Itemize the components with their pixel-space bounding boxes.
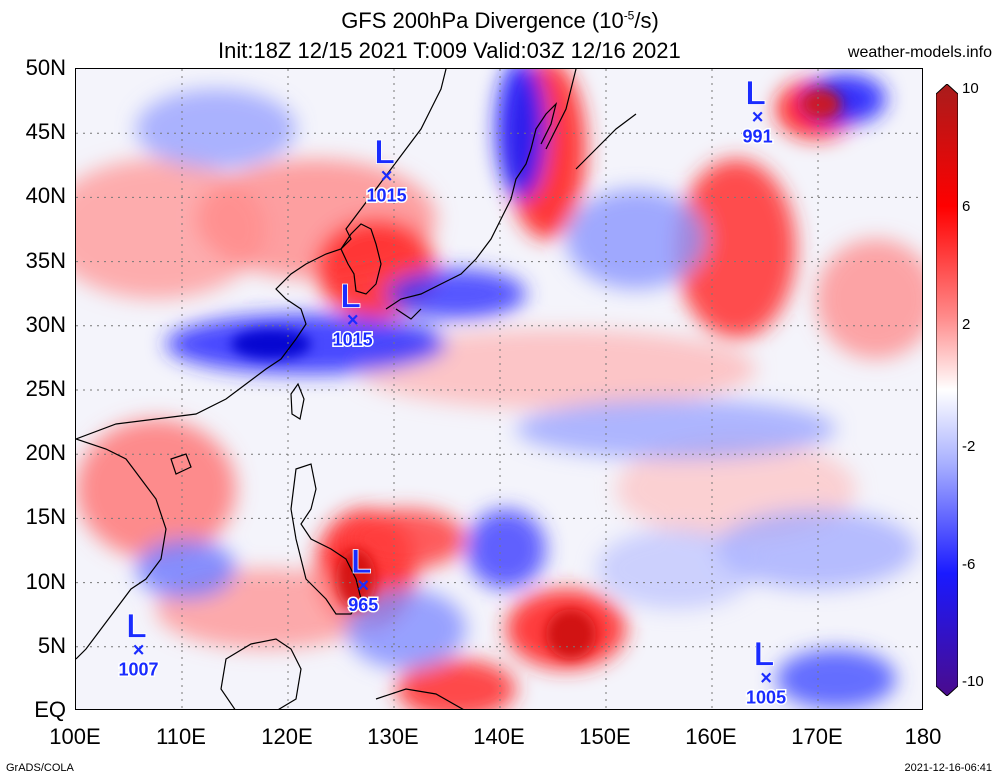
low-symbol: L (340, 277, 361, 315)
coastline-japan (385, 102, 558, 320)
coastline-sakhalin (545, 69, 577, 150)
colorbar-label: 2 (962, 316, 971, 333)
low-symbol: L (374, 134, 395, 172)
lat-lon-grid (76, 69, 922, 709)
center-cross-icon: × (347, 309, 359, 331)
pressure-value: 1007 (119, 659, 159, 679)
lon-label: 140E (473, 724, 525, 749)
lat-label: 5N (37, 632, 66, 658)
coastline-mainland (76, 69, 447, 440)
coastline-borneo (220, 638, 302, 709)
lat-label: 15N (25, 504, 66, 530)
lon-label: 160E (685, 724, 737, 749)
divergence-cores (231, 89, 841, 659)
colorbar-label: -10 (962, 673, 984, 690)
lat-label: EQ (34, 697, 66, 722)
lat-label: 30N (25, 311, 66, 337)
colorbar-label: 6 (962, 198, 971, 215)
map-subtitle: Init:18Z 12/15 2021 T:009 Valid:03Z 12/1… (218, 38, 681, 63)
center-cross-icon: × (381, 166, 393, 188)
divergence-field (76, 69, 922, 709)
lon-label: 110E (156, 724, 206, 749)
coastlines (76, 69, 637, 709)
lat-label: 10N (25, 568, 66, 594)
low-symbol: L (351, 543, 372, 581)
colorbar-label: 10 (962, 80, 979, 97)
lat-label: 20N (25, 440, 66, 466)
divergence-map: L × 1015 L × 1015 L × 991 L × 965 L × 1007 L × 1005 (75, 68, 923, 710)
lat-label: 25N (25, 376, 66, 401)
lon-label: 100E (49, 724, 101, 749)
footer-timestamp: 2021-12-16-06:41 (904, 762, 992, 774)
colorbar (936, 84, 958, 696)
pressure-value: 1015 (333, 329, 373, 349)
coastline-new-guinea (375, 688, 464, 709)
lat-label: 40N (25, 183, 66, 209)
pressure-value: 965 (348, 595, 378, 615)
center-cross-icon: × (760, 668, 772, 690)
colorbar-label: -6 (962, 556, 976, 573)
pressure-value: 1015 (367, 186, 407, 206)
footer-software: GrADS/COLA (6, 762, 74, 774)
pressure-value: 991 (743, 127, 773, 147)
lon-label: 130E (367, 724, 419, 749)
low-pressure-marker: L×965 (347, 543, 380, 617)
low-pressure-marker: L×1005 (745, 635, 788, 709)
lat-label: 45N (25, 119, 66, 145)
low-pressure-marker: L×1015 (365, 133, 408, 207)
coastline-indochina (76, 438, 167, 660)
title-exponent: -5 (623, 8, 635, 23)
lon-label: 180 (904, 724, 942, 749)
colorbar-label: -2 (962, 438, 976, 455)
center-cross-icon: × (133, 639, 145, 661)
center-cross-icon: × (357, 575, 369, 597)
lat-label: 35N (25, 247, 66, 273)
site-credit: weather-models.info (847, 44, 992, 61)
coastline-hainan (170, 453, 192, 475)
colorbar-scale (936, 84, 958, 696)
low-symbol: L (745, 75, 766, 113)
low-pressure-marker: L×1015 (331, 277, 374, 351)
lon-label: 120E (261, 724, 313, 749)
coastline-taiwan (290, 382, 305, 420)
pressure-value: 1005 (746, 688, 786, 708)
low-symbol: L (754, 636, 775, 674)
center-cross-icon: × (752, 107, 764, 129)
coastline-korea (340, 223, 382, 295)
lon-label: 170E (791, 724, 843, 749)
coastline-kurils (575, 113, 637, 170)
low-symbol: L (126, 607, 147, 645)
lon-label: 150E (579, 724, 631, 749)
low-pressure-marker: L×1007 (117, 607, 160, 681)
low-pressure-marker: L×991 (741, 74, 774, 148)
lat-label: 50N (25, 55, 66, 80)
map-title: GFS 200hPa Divergence (10-5/s) (341, 8, 659, 33)
coastline-philippines (290, 463, 362, 615)
